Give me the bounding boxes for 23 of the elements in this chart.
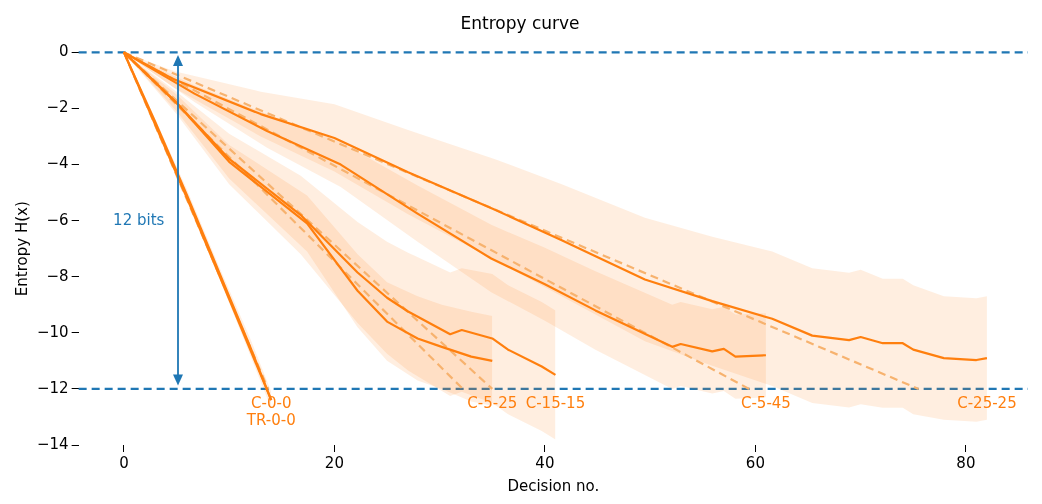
y-tick-label: −6 bbox=[46, 210, 69, 229]
y-axis-title: Entropy H(x) bbox=[12, 201, 31, 297]
y-tick-label: 0 bbox=[59, 42, 69, 61]
x-tick-label: 60 bbox=[745, 453, 765, 472]
x-axis-title: Decision no. bbox=[507, 476, 600, 495]
series-label: C-15-15 bbox=[525, 393, 586, 412]
x-tick-label: 20 bbox=[324, 453, 344, 472]
y-tick-label: −8 bbox=[46, 266, 69, 285]
series-label: C-0-0 bbox=[251, 393, 292, 412]
x-tick-label: 0 bbox=[119, 453, 129, 472]
text: C-25-25 bbox=[957, 393, 1017, 412]
y-tick-label: −4 bbox=[46, 154, 69, 173]
text: C-5-45 bbox=[740, 393, 791, 412]
text: C-5-25 bbox=[467, 393, 518, 412]
series-label: TR-0-0 bbox=[245, 410, 296, 429]
annotation: 12 bits bbox=[113, 210, 165, 229]
y-tick-label: −12 bbox=[37, 378, 69, 397]
x-tick-label: 80 bbox=[956, 453, 976, 472]
x-tick-label: 40 bbox=[535, 453, 555, 472]
y-tick-label: −14 bbox=[37, 434, 69, 453]
chart-title: Entropy curve bbox=[460, 12, 580, 33]
y-tick-label: −10 bbox=[37, 322, 69, 341]
y-tick-label: −2 bbox=[46, 98, 69, 117]
